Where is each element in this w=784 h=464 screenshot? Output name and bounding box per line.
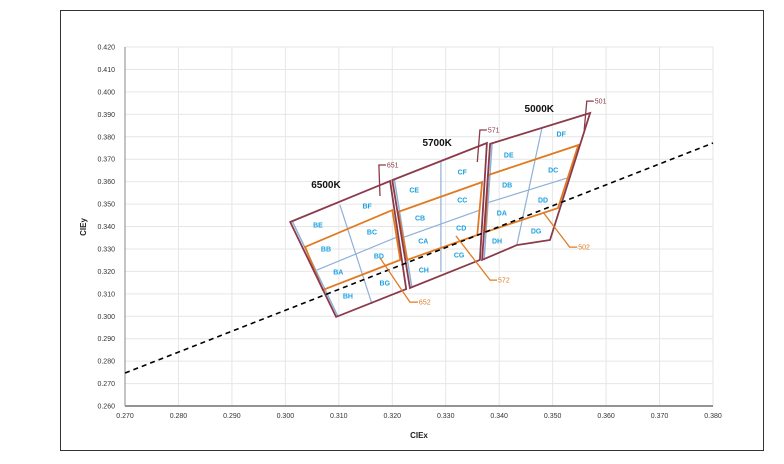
x-tick-label: 0.350 bbox=[544, 413, 562, 420]
y-tick-label: 0.380 bbox=[97, 134, 115, 141]
zone-label-bc: BC bbox=[367, 230, 377, 237]
callout-label-572: 572 bbox=[498, 278, 510, 285]
x-tick-label: 0.370 bbox=[651, 413, 669, 420]
y-tick-label: 0.410 bbox=[97, 67, 115, 74]
x-tick-label: 0.360 bbox=[597, 413, 615, 420]
callout-leader bbox=[476, 129, 487, 163]
y-tick-label: 0.290 bbox=[97, 336, 115, 343]
zone-divider-line bbox=[401, 209, 481, 239]
cct-group-5000k: DE DF DB DC DA DD DH DG 5000K bbox=[481, 104, 592, 262]
zone-label-cg: CG bbox=[454, 252, 465, 259]
zone-label-dg: DG bbox=[531, 228, 542, 235]
zone-label-df: DF bbox=[557, 132, 567, 139]
chart-frame bbox=[60, 10, 764, 451]
y-tick-label: 0.260 bbox=[97, 404, 115, 411]
zone-label-bb: BB bbox=[321, 246, 331, 253]
y-tick-label: 0.370 bbox=[97, 157, 115, 164]
x-tick-label: 0.340 bbox=[490, 413, 508, 420]
x-tick-label: 0.300 bbox=[277, 413, 295, 420]
zone-divider-line bbox=[516, 127, 543, 246]
zone-label-cf: CF bbox=[458, 169, 468, 176]
y-tick-label: 0.390 bbox=[97, 112, 115, 119]
x-tick-label: 0.330 bbox=[437, 413, 455, 420]
zone-label-ba: BA bbox=[333, 270, 343, 277]
axes: 0.270 0.280 0.290 0.300 0.310 0.320 0.330 0.340… bbox=[97, 45, 721, 421]
cct-label: 5000K bbox=[525, 104, 555, 115]
callout-leader bbox=[583, 100, 594, 131]
zone-label-cb: CB bbox=[415, 215, 425, 222]
zone-label-bf: BF bbox=[362, 204, 372, 211]
callout-label-651: 651 bbox=[387, 163, 399, 170]
zone-divider-line bbox=[316, 236, 398, 271]
zone-divider-line bbox=[486, 177, 568, 204]
callout-leader bbox=[378, 164, 386, 197]
y-tick-label: 0.300 bbox=[97, 314, 115, 321]
zone-label-ch: CH bbox=[419, 268, 429, 275]
callout-label-571: 571 bbox=[488, 128, 500, 135]
y-tick-label: 0.400 bbox=[97, 89, 115, 96]
zone-label-dh: DH bbox=[492, 239, 502, 246]
callout-label-652: 652 bbox=[419, 300, 431, 307]
outer-bin-polygon bbox=[481, 111, 592, 262]
zone-label-da: DA bbox=[497, 211, 507, 218]
y-tick-label: 0.280 bbox=[97, 359, 115, 366]
x-axis-label: CIEx bbox=[410, 431, 428, 440]
callout-leader bbox=[542, 211, 578, 248]
zone-edge-line bbox=[291, 220, 339, 318]
zone-label-cd: CD bbox=[456, 226, 466, 233]
y-tick-label: 0.340 bbox=[97, 224, 115, 231]
callout-label-501: 501 bbox=[595, 99, 607, 106]
grid bbox=[124, 46, 714, 407]
x-tick-label: 0.320 bbox=[384, 413, 402, 420]
zone-edge-line bbox=[483, 142, 493, 260]
outer-bin-polygon bbox=[288, 179, 408, 319]
y-tick-label: 0.320 bbox=[97, 269, 115, 276]
outer-bin-polygon bbox=[391, 141, 488, 290]
callout-label-502: 502 bbox=[578, 245, 590, 252]
y-tick-label: 0.310 bbox=[97, 291, 115, 298]
x-tick-label: 0.380 bbox=[704, 413, 722, 420]
x-tick-label: 0.310 bbox=[330, 413, 348, 420]
y-tick-label: 0.330 bbox=[97, 246, 115, 253]
y-tick-label: 0.270 bbox=[97, 381, 115, 388]
cct-group-6500k: BE BF BB BC BA BD BH BG 6500K bbox=[288, 179, 408, 319]
y-tick-label: 0.360 bbox=[97, 179, 115, 186]
callout-leader bbox=[379, 257, 418, 303]
marks: BE BF BB BC BA BD BH BG 6500K CE CF CB CC CA CD CH CG 570… bbox=[124, 99, 714, 374]
zone-label-db: DB bbox=[502, 182, 512, 189]
zone-label-de: DE bbox=[504, 153, 514, 160]
x-tick-label: 0.270 bbox=[116, 413, 134, 420]
x-tick-label: 0.280 bbox=[170, 413, 188, 420]
zone-label-bg: BG bbox=[380, 281, 391, 288]
blackbody-locus-line bbox=[124, 142, 714, 374]
zone-label-dc: DC bbox=[548, 167, 558, 174]
zone-label-be: BE bbox=[313, 222, 323, 229]
cct-group-5700k: CE CF CB CC CA CD CH CG 5700K bbox=[391, 138, 488, 290]
zone-label-bh: BH bbox=[343, 294, 353, 301]
y-axis-label: CIEy bbox=[79, 218, 88, 236]
cct-label: 6500K bbox=[311, 180, 341, 191]
y-tick-label: 0.350 bbox=[97, 202, 115, 209]
zone-label-dd: DD bbox=[538, 198, 548, 205]
zone-label-bd: BD bbox=[374, 254, 384, 261]
zone-label-cc: CC bbox=[457, 198, 467, 205]
y-tick-label: 0.420 bbox=[97, 45, 115, 52]
x-tick-label: 0.290 bbox=[223, 413, 241, 420]
cct-label: 5700K bbox=[422, 138, 452, 149]
zone-label-ca: CA bbox=[418, 239, 428, 246]
zone-label-ce: CE bbox=[409, 188, 419, 195]
callout-leader bbox=[455, 235, 497, 281]
